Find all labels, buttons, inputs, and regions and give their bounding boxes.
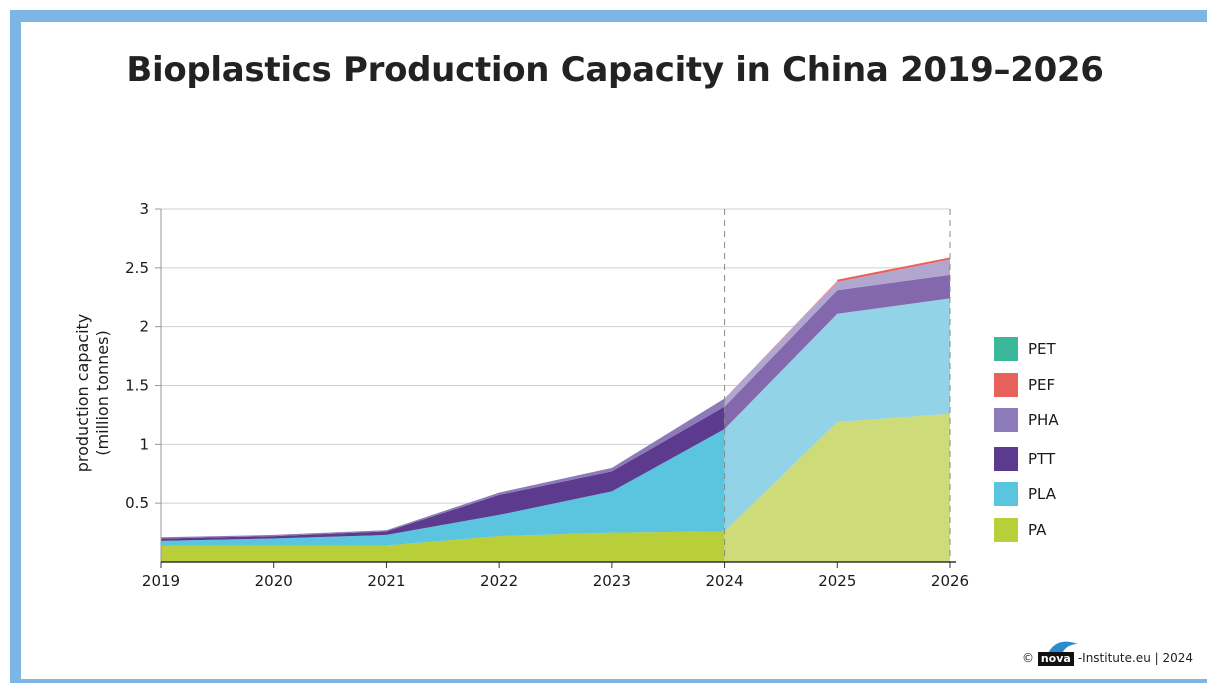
frame-top-border: [10, 10, 1207, 22]
legend-item-pet: PET: [994, 337, 1114, 363]
x-tick-label: 2026: [931, 572, 969, 590]
x-tick-label: 2023: [593, 572, 631, 590]
footer-credit: © nova -Institute.eu | 2024: [1022, 641, 1194, 666]
legend-item-pla: PLA: [994, 482, 1114, 508]
legend-label: PHA: [1028, 411, 1059, 429]
area-pha-forecast: [724, 259, 950, 407]
pef-top-line: [837, 257, 951, 282]
x-tick-label: 2021: [367, 572, 405, 590]
y-tick-label: 1: [139, 435, 149, 453]
nova-logo[interactable]: nova: [1037, 641, 1078, 666]
legend-label: PET: [1028, 340, 1056, 358]
x-tick-label: 2019: [142, 572, 180, 590]
area-pa: [161, 531, 725, 562]
frame-left-border: [10, 10, 21, 683]
x-tick-label: 2025: [818, 572, 856, 590]
area-pa-forecast: [724, 413, 950, 562]
legend-swatch: [994, 373, 1018, 397]
area-pla: [161, 429, 725, 546]
chart-title: Bioplastics Production Capacity in China…: [126, 50, 1104, 90]
legend-swatch: [994, 482, 1018, 506]
legend-label: PA: [1028, 521, 1047, 539]
y-tick-label: 0.5: [125, 494, 149, 512]
y-tick-label: 2: [139, 318, 149, 336]
legend-label: PLA: [1028, 485, 1057, 503]
legend-swatch: [994, 518, 1018, 542]
legend-swatch: [994, 337, 1018, 361]
legend-item-pha: PHA: [994, 408, 1114, 434]
area-pla-forecast: [724, 298, 950, 532]
y-axis-label-line: production capacity: [73, 314, 92, 473]
x-tick-label: 2020: [255, 572, 293, 590]
x-tick-label: 2024: [705, 572, 743, 590]
logo-text: nova: [1037, 651, 1074, 666]
logo-fin-icon: [1047, 641, 1078, 654]
y-axis-label-line: (million tonnes): [93, 330, 112, 455]
y-tick-label: 2.5: [125, 259, 149, 277]
legend-item-ptt: PTT: [994, 447, 1114, 473]
footer-site-text: -Institute.eu | 2024: [1077, 651, 1194, 665]
area-ptt: [161, 406, 725, 541]
x-tick-label: 2022: [480, 572, 518, 590]
legend-label: PTT: [1028, 450, 1056, 468]
y-tick-label: 1.5: [125, 377, 149, 395]
copyright-symbol: ©: [1022, 651, 1034, 665]
legend-swatch: [994, 447, 1018, 471]
legend-item-pef: PEF: [994, 373, 1114, 399]
area-ptt-forecast: [724, 274, 950, 430]
y-tick-label: 3: [139, 200, 149, 218]
legend-label: PEF: [1028, 376, 1056, 394]
frame-bottom-border: [10, 679, 1207, 683]
legend-item-pa: PA: [994, 518, 1114, 544]
area-pha: [161, 398, 725, 539]
y-axis-label: production capacity(million tonnes): [73, 314, 112, 473]
legend-swatch: [994, 408, 1018, 432]
